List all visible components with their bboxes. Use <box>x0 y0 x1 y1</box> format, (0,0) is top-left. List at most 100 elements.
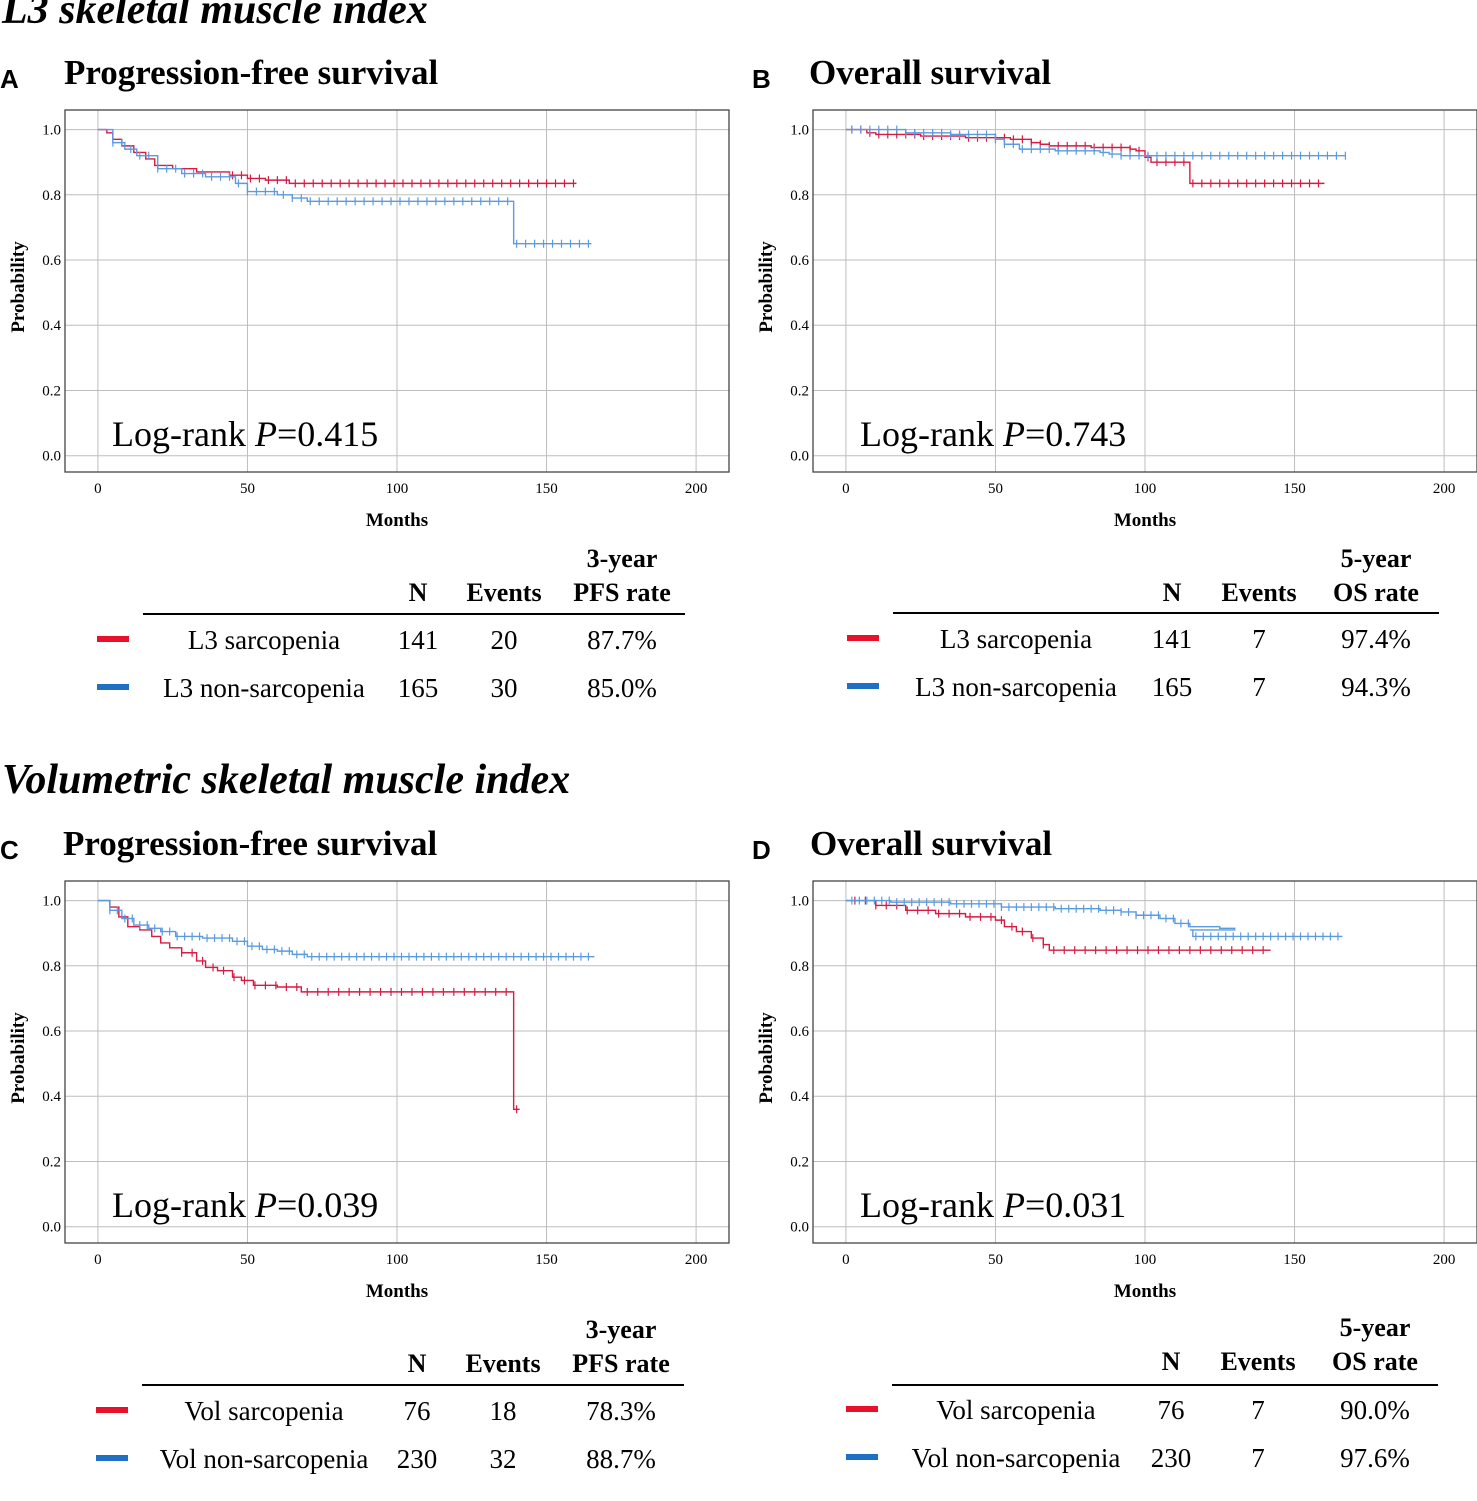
legend-swatch-red <box>97 636 129 642</box>
logrank-p-value: =0.415 <box>277 414 378 454</box>
group-n: 165 <box>397 673 439 703</box>
km-curve-red <box>845 128 1325 185</box>
y-tick-label: 0.6 <box>790 1024 809 1040</box>
group-rate: 94.3% <box>1341 672 1411 702</box>
x-tick-label: 200 <box>685 1252 708 1268</box>
header-events: Events <box>1220 1347 1296 1376</box>
y-axis-label: Probability <box>8 1012 29 1104</box>
y-tick-label: 0.6 <box>42 1024 61 1040</box>
group-events: 32 <box>489 1444 517 1474</box>
group-label: Vol sarcopenia <box>936 1395 1096 1425</box>
y-tick-label: 1.0 <box>42 894 61 910</box>
y-tick-label: 0.4 <box>790 318 809 334</box>
legend-swatch-blue <box>96 1455 128 1461</box>
table-row: Vol sarcopenia 76 18 78.3% <box>0 1391 738 1431</box>
logrank-text: Log-rank P=0.743 <box>860 414 1126 454</box>
x-axis-label: Months <box>366 510 428 531</box>
y-tick-label: 0.2 <box>42 1154 61 1170</box>
x-tick-label: 100 <box>386 481 409 497</box>
group-n: 230 <box>1150 1443 1192 1473</box>
x-tick-label: 200 <box>1433 1252 1456 1268</box>
header-n: N <box>1161 1347 1181 1376</box>
header-rate-line2: PFS rate <box>573 578 671 607</box>
header-rate-line1: 3-year <box>585 1315 657 1344</box>
table-row: L3 sarcopenia 141 20 87.7% <box>0 620 738 660</box>
x-tick-label: 200 <box>1433 481 1456 497</box>
header-rate-line2: OS rate <box>1332 1347 1418 1376</box>
x-tick-label: 50 <box>240 1252 255 1268</box>
group-n: 76 <box>403 1396 431 1426</box>
group-rate: 78.3% <box>586 1396 656 1426</box>
y-tick-label: 0.0 <box>790 1220 809 1236</box>
header-n: N <box>1162 578 1182 607</box>
y-tick-label: 0.0 <box>42 1220 61 1236</box>
group-rate: 87.7% <box>587 625 657 655</box>
y-tick-label: 0.6 <box>42 253 61 269</box>
group-label: L3 non-sarcopenia <box>163 673 365 703</box>
logrank-text: Log-rank P=0.415 <box>112 414 378 454</box>
stats-table: 5-year N Events OS rate <box>748 440 1477 620</box>
table-row: L3 sarcopenia 141 7 97.4% <box>748 619 1477 659</box>
x-axis-label: Months <box>366 1281 428 1302</box>
panel-d: D Overall survival 0 50 100 150 200 0.0 0.2 0.4… <box>748 771 1477 1501</box>
x-tick-label: 0 <box>842 481 850 497</box>
x-tick-label: 150 <box>535 1252 558 1268</box>
group-rate: 90.0% <box>1340 1395 1410 1425</box>
x-tick-label: 0 <box>94 481 102 497</box>
y-tick-label: 0.8 <box>42 188 61 204</box>
x-tick-label: 100 <box>1134 1252 1157 1268</box>
x-axis-label: Months <box>1114 1281 1176 1302</box>
section-title-l3: L3 skeletal muscle index <box>2 0 428 33</box>
km-chart-d: 0 50 100 150 200 0.0 0.2 0.4 0.6 0.8 1.0 Months Prob… <box>756 880 1477 1302</box>
y-tick-label: 1.0 <box>790 123 809 139</box>
x-tick-label: 150 <box>535 481 558 497</box>
logrank-p-symbol: P <box>1002 414 1025 454</box>
plot-frame <box>64 880 730 1244</box>
y-axis-label: Probability <box>756 241 777 333</box>
group-rate: 88.7% <box>586 1444 656 1474</box>
x-tick-label: 50 <box>988 1252 1003 1268</box>
panel-letter: B <box>752 64 771 94</box>
logrank-prefix: Log-rank <box>112 1185 255 1225</box>
km-chart-a: 0 50 100 150 200 0.0 0.2 0.4 0.6 0.8 1.0 Months Prob… <box>8 109 730 531</box>
table-rule <box>142 1384 684 1386</box>
group-label: L3 sarcopenia <box>187 625 341 655</box>
censor-marks-blue <box>112 138 590 248</box>
panel-letter: C <box>0 835 19 865</box>
group-events: 30 <box>490 673 518 703</box>
table-row: Vol sarcopenia 76 7 90.0% <box>748 1390 1477 1430</box>
y-axis-label: Probability <box>756 1012 777 1104</box>
y-tick-label: 0.6 <box>790 253 809 269</box>
group-label: Vol non-sarcopenia <box>159 1444 369 1474</box>
table-row: L3 non-sarcopenia 165 30 85.0% <box>0 668 738 708</box>
y-tick-label: 0.8 <box>42 959 61 975</box>
plot-frame <box>64 109 730 473</box>
group-n: 230 <box>396 1444 438 1474</box>
x-tick-label: 150 <box>1283 1252 1306 1268</box>
logrank-p-symbol: P <box>1002 1185 1025 1225</box>
stats-table: 3-year N Events PFS rate <box>0 440 738 620</box>
header-rate-line1: 5-year <box>1339 1313 1411 1342</box>
censor-marks-red <box>854 896 1264 955</box>
logrank-p-symbol: P <box>254 1185 277 1225</box>
km-curve-blue <box>845 128 1346 157</box>
km-curve-blue <box>97 128 592 245</box>
stats-table: 3-year N Events PFS rate <box>0 1211 738 1391</box>
header-rate-line1: 5-year <box>1340 544 1412 573</box>
km-chart-b: 0 50 100 150 200 0.0 0.2 0.4 0.6 0.8 1.0 Months Prob… <box>756 109 1477 531</box>
logrank-prefix: Log-rank <box>860 414 1003 454</box>
plot-frame <box>812 109 1477 473</box>
y-tick-label: 0.4 <box>790 1089 809 1105</box>
panel-title: Progression-free survival <box>64 53 439 92</box>
header-rate-line2: OS rate <box>1333 578 1419 607</box>
logrank-text: Log-rank P=0.039 <box>112 1185 378 1225</box>
y-tick-label: 0.4 <box>42 1089 61 1105</box>
panel-title: Overall survival <box>810 824 1053 863</box>
group-events: 7 <box>1251 1395 1265 1425</box>
x-tick-label: 50 <box>240 481 255 497</box>
y-tick-label: 1.0 <box>42 123 61 139</box>
group-n: 141 <box>1151 624 1193 654</box>
section-title-volumetric: Volumetric skeletal muscle index <box>2 757 571 803</box>
header-rate-line2: PFS rate <box>572 1349 670 1378</box>
logrank-p-symbol: P <box>254 414 277 454</box>
